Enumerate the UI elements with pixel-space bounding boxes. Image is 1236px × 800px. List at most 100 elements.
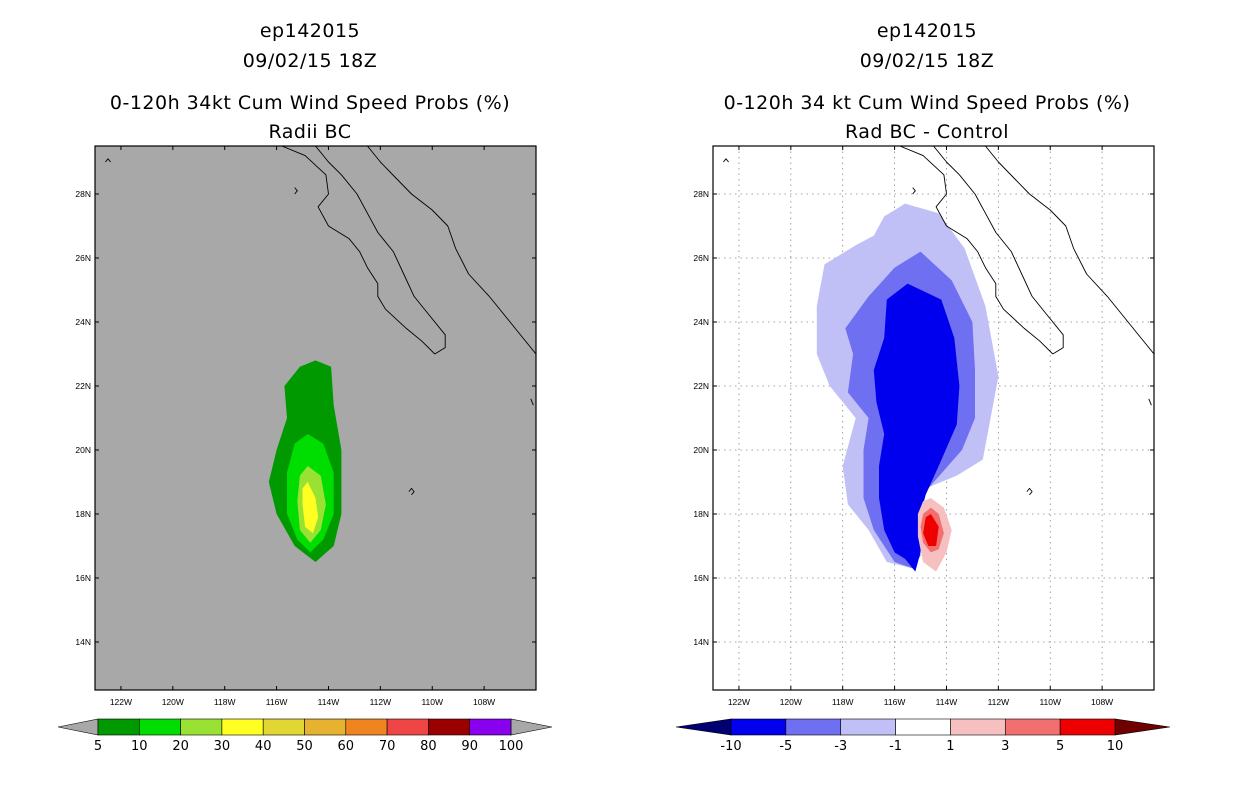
right-title-line-1: ep142015: [877, 20, 977, 42]
left-title-line-1: ep142015: [260, 20, 360, 42]
y-tick-label: 18N: [75, 509, 91, 519]
y-tick-label: 18N: [693, 509, 709, 519]
colorbar-swatch: [840, 718, 896, 736]
y-tick-label: 16N: [693, 573, 709, 583]
coastline-island: [408, 487, 415, 496]
colorbar-label: 5: [94, 739, 102, 754]
colorbar-swatch: [139, 718, 181, 736]
right-title-line-2: 09/02/15 18Z: [860, 50, 995, 72]
x-tick-label: 114W: [318, 697, 340, 707]
colorbar-label: 60: [338, 739, 355, 754]
colorbar-swatch: [262, 718, 305, 736]
x-tick-label: 122W: [110, 697, 132, 707]
left-title-line-3: 0-120h 34kt Cum Wind Speed Probs (%): [110, 92, 510, 114]
colorbar-swatch: [221, 718, 264, 736]
colorbar-label: 70: [379, 739, 396, 754]
x-tick-label: 110W: [1039, 697, 1061, 707]
colorbar-label: 10: [131, 739, 148, 754]
plot-frame: [94, 145, 537, 691]
coastline-baja-east: [315, 146, 446, 355]
colorbar-label: -3: [834, 739, 847, 754]
colorbar-label: 90: [461, 739, 478, 754]
colorbar-label: 20: [172, 739, 189, 754]
map-content: [105, 146, 536, 562]
left-colorbar: 5 10 20 30 40 50 60 70 80 90 100: [57, 718, 553, 754]
y-tick-label: 26N: [75, 253, 91, 263]
y-tick-label: 26N: [693, 253, 709, 263]
coastline-island: [105, 158, 111, 163]
y-tick-label: 24N: [75, 317, 91, 327]
right-axes: 122W 120W 118W 116W 114W 112W 110W 108W 14N 16N 18…: [693, 145, 1155, 707]
colorbar-swatch: [345, 718, 388, 736]
colorbar-label: -5: [779, 739, 792, 754]
colorbar-left-arrow: [57, 718, 99, 736]
colorbar-swatch: [180, 718, 223, 736]
coastline-island: [912, 187, 916, 195]
y-tick-label: 28N: [693, 189, 709, 199]
x-tick-label: 118W: [214, 697, 236, 707]
colorbar-swatch: [950, 718, 1006, 736]
colorbar-label: 5: [1056, 739, 1064, 754]
colorbar-label: 10: [1107, 739, 1124, 754]
y-tick-label: 28N: [75, 189, 91, 199]
right-colorbar: -10 -5 -3 -1 1 3 5 10: [675, 718, 1171, 754]
y-tick-label: 14N: [75, 637, 91, 647]
colorbar-swatch: [428, 718, 470, 736]
colorbar-swatch: [730, 718, 787, 736]
x-tick-label: 120W: [162, 697, 184, 707]
coastline-baja-west: [899, 146, 1054, 355]
coastline-island: [1026, 487, 1033, 496]
coastline-baja-west: [281, 146, 436, 355]
colorbar-swatch: [386, 718, 429, 736]
y-tick-label: 14N: [693, 637, 709, 647]
x-tick-label: 120W: [780, 697, 802, 707]
left-map: [95, 146, 536, 690]
coastline-island: [530, 398, 534, 406]
y-tick-label: 20N: [75, 445, 91, 455]
colorbar-swatch: [895, 718, 951, 736]
colorbar-label: 40: [255, 739, 272, 754]
y-tick-label: 16N: [75, 573, 91, 583]
x-tick-label: 116W: [266, 697, 288, 707]
x-tick-label: 112W: [988, 697, 1010, 707]
left-panel: ep142015 09/02/15 18Z 0-120h 34kt Cum Wi…: [57, 20, 553, 754]
colorbar-label: -1: [889, 739, 902, 754]
left-axes: 122W 120W 118W 116W 114W 112W 110W 108W 14N 16N 18…: [75, 145, 537, 707]
coastline-island: [1148, 398, 1152, 406]
coastline-island: [294, 187, 298, 195]
colorbar-swatch: [785, 718, 842, 736]
colorbar-swatch: [469, 718, 512, 736]
right-panel: ep142015 09/02/15 18Z 0-120h 34 kt Cum W…: [675, 20, 1171, 754]
right-title-line-4: Rad BC - Control: [845, 121, 1009, 143]
coastline-mainland: [985, 146, 1154, 355]
colorbar-label: 3: [1001, 739, 1009, 754]
coastline-baja-east: [933, 146, 1064, 355]
x-tick-label: 108W: [1091, 697, 1113, 707]
left-title-line-2: 09/02/15 18Z: [243, 50, 378, 72]
colorbar-swatch: [1059, 718, 1116, 736]
map-content: [713, 146, 1154, 690]
contour-level-neg10: [886, 322, 950, 572]
x-tick-label: 114W: [936, 697, 958, 707]
x-tick-label: 116W: [884, 697, 906, 707]
colorbar-label: 50: [296, 739, 313, 754]
y-tick-label: 20N: [693, 445, 709, 455]
colorbar-label: 1: [946, 739, 954, 754]
colorbar-left-arrow: [675, 718, 732, 736]
x-tick-label: 112W: [370, 697, 392, 707]
colorbar-swatch: [304, 718, 347, 736]
right-title-line-3: 0-120h 34 kt Cum Wind Speed Probs (%): [724, 92, 1131, 114]
left-title-line-4: Radii BC: [268, 121, 351, 143]
y-tick-label: 22N: [693, 381, 709, 391]
plot-frame: [712, 145, 1155, 691]
y-tick-label: 24N: [693, 317, 709, 327]
x-tick-label: 108W: [473, 697, 495, 707]
x-tick-label: 110W: [421, 697, 443, 707]
colorbar-label: 100: [499, 739, 524, 754]
coastline-mainland: [367, 146, 536, 355]
colorbar-label: 80: [420, 739, 437, 754]
colorbar-label: 30: [214, 739, 231, 754]
colorbar-swatch: [97, 718, 140, 736]
contour-level-30: [302, 482, 319, 534]
